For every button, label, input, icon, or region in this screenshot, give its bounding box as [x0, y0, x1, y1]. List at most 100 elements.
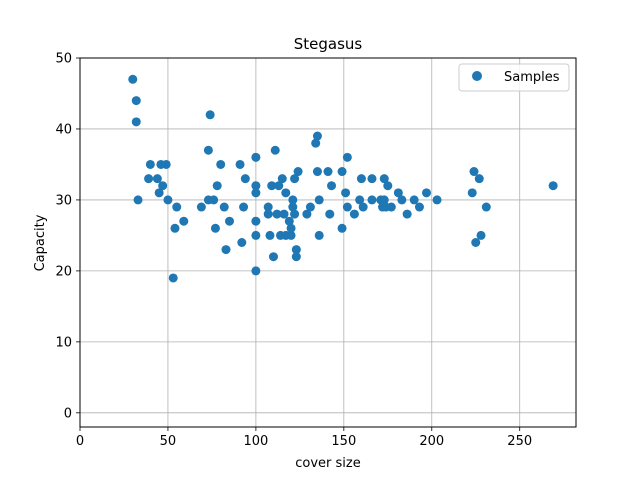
- data-point: [272, 209, 282, 219]
- y-tick-label: 50: [55, 52, 72, 67]
- data-point: [239, 202, 249, 212]
- data-point: [379, 195, 389, 205]
- data-point: [337, 223, 347, 233]
- data-point: [196, 202, 206, 212]
- data-point: [432, 195, 442, 205]
- data-point: [210, 223, 220, 233]
- data-point: [205, 110, 215, 120]
- chart-title: Stegasus: [294, 35, 363, 53]
- legend-label-samples: Samples: [504, 70, 560, 85]
- data-point: [235, 159, 245, 169]
- data-point: [311, 138, 321, 148]
- data-point: [402, 209, 412, 219]
- data-point: [358, 202, 368, 212]
- y-tick-label: 10: [55, 335, 72, 350]
- data-point: [481, 202, 491, 212]
- data-point: [393, 188, 403, 198]
- data-point: [274, 181, 284, 191]
- data-point: [179, 216, 189, 226]
- data-point: [170, 223, 180, 233]
- y-tick-label: 20: [55, 264, 72, 279]
- data-point: [172, 202, 182, 212]
- data-point: [133, 195, 143, 205]
- data-point: [251, 216, 261, 226]
- data-point: [327, 181, 337, 191]
- data-point: [161, 159, 171, 169]
- data-point: [476, 230, 486, 240]
- data-point: [267, 181, 277, 191]
- data-point: [302, 209, 312, 219]
- data-point: [356, 174, 366, 184]
- x-tick-label: 50: [160, 434, 177, 449]
- data-point: [251, 152, 261, 162]
- legend-marker: [472, 71, 482, 81]
- data-point: [414, 202, 424, 212]
- data-point: [409, 195, 419, 205]
- data-point: [342, 152, 352, 162]
- data-point: [219, 202, 229, 212]
- y-tick-label: 0: [64, 406, 72, 421]
- legend-box: [458, 63, 570, 92]
- data-point: [548, 181, 558, 191]
- data-point: [144, 174, 154, 184]
- data-point: [286, 230, 296, 240]
- data-point: [474, 174, 484, 184]
- data-point: [383, 181, 393, 191]
- data-point: [152, 174, 162, 184]
- data-point: [288, 202, 298, 212]
- data-point: [379, 174, 389, 184]
- data-point: [284, 216, 294, 226]
- data-point: [279, 209, 289, 219]
- data-point: [314, 195, 324, 205]
- data-point: [286, 223, 296, 233]
- data-point: [386, 202, 396, 212]
- data-point: [237, 238, 247, 247]
- data-point: [314, 230, 324, 240]
- data-point: [342, 202, 352, 212]
- data-point: [305, 202, 315, 212]
- data-point: [288, 195, 298, 205]
- data-point: [131, 96, 141, 106]
- data-point: [203, 145, 213, 155]
- y-axis-label: Capacity: [33, 214, 48, 271]
- data-point: [367, 174, 377, 184]
- data-point: [216, 159, 226, 169]
- data-point: [240, 174, 250, 184]
- data-point: [469, 167, 479, 177]
- data-point: [291, 252, 301, 262]
- data-point: [263, 202, 273, 212]
- data-point: [225, 216, 235, 226]
- data-point: [158, 181, 168, 191]
- data-point: [265, 230, 275, 240]
- data-point: [355, 195, 365, 205]
- x-tick-label: 150: [331, 434, 356, 449]
- y-tick-label: 40: [55, 122, 72, 137]
- data-point: [467, 188, 477, 198]
- data-point: [131, 117, 141, 127]
- data-point: [270, 145, 280, 155]
- data-point: [281, 188, 291, 198]
- data-point: [277, 174, 287, 184]
- data-point: [251, 188, 261, 198]
- data-point: [341, 188, 351, 198]
- data-point: [291, 245, 301, 255]
- data-point: [251, 266, 261, 276]
- data-point: [349, 209, 359, 219]
- x-axis-label: cover size: [295, 456, 360, 471]
- data-point: [312, 131, 322, 141]
- data-point: [337, 167, 347, 177]
- data-point: [212, 181, 222, 191]
- data-point: [221, 245, 231, 255]
- plot-frame: [79, 57, 577, 428]
- data-point: [471, 238, 481, 247]
- data-point: [323, 167, 333, 177]
- data-point: [251, 181, 261, 191]
- data-point: [325, 209, 335, 219]
- data-point: [145, 159, 155, 169]
- y-axis-ticks: 0 10 20 30 40 50: [55, 52, 80, 421]
- grid-lines: [79, 57, 576, 427]
- x-tick-label: 100: [243, 434, 268, 449]
- data-point: [290, 174, 300, 184]
- x-tick-label: 250: [507, 434, 532, 449]
- data-point: [263, 209, 273, 219]
